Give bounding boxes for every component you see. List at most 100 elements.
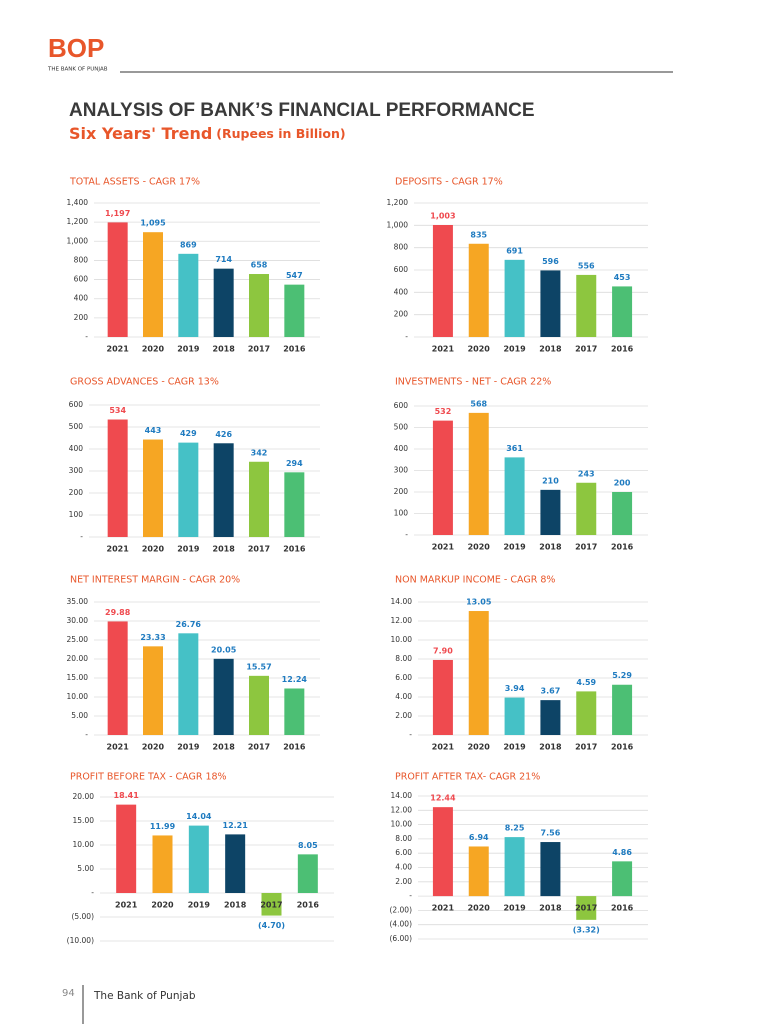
x-tick-label: 2017 [575, 543, 597, 552]
value-label: 453 [614, 273, 631, 282]
value-label: 7.56 [541, 829, 561, 838]
bar [143, 439, 163, 537]
x-tick-label: 2021 [432, 904, 455, 913]
x-tick-label: 2017 [575, 345, 597, 354]
y-tick-label: 10.00 [391, 820, 413, 829]
bar [213, 658, 234, 735]
bar [178, 253, 199, 337]
y-tick-label: 600 [74, 275, 89, 284]
chart-title: GROSS ADVANCES - CAGR 13% [70, 377, 219, 388]
value-label: 294 [286, 459, 303, 468]
value-label: 714 [215, 255, 232, 264]
value-label: 547 [286, 271, 303, 280]
bar [612, 861, 633, 897]
value-label: 596 [542, 257, 559, 266]
y-tick-label: 200 [69, 488, 84, 497]
bar [576, 896, 597, 920]
y-tick-label: 25.00 [67, 635, 89, 644]
x-tick-label: 2018 [224, 901, 247, 910]
y-tick-label: 1,200 [67, 217, 89, 226]
bar [284, 472, 305, 537]
y-tick-label: (2.00) [389, 905, 412, 914]
value-label: 4.86 [612, 848, 632, 857]
y-tick-label: - [80, 532, 83, 541]
bar [213, 268, 234, 337]
logo: BOP [48, 33, 104, 63]
y-tick-label: 1,000 [387, 220, 409, 229]
value-label: 23.33 [140, 633, 165, 642]
bar [249, 274, 269, 337]
value-label: 361 [506, 444, 523, 453]
x-tick-label: 2017 [248, 545, 270, 554]
value-label: 243 [578, 469, 595, 478]
x-tick-label: 2016 [611, 904, 634, 913]
bar [504, 259, 525, 337]
x-tick-label: 2020 [468, 345, 491, 354]
x-tick-label: 2018 [539, 904, 562, 913]
y-tick-label: 6.00 [395, 673, 412, 682]
value-label: 568 [470, 399, 487, 408]
x-tick-label: 2019 [177, 545, 200, 554]
bar [178, 442, 199, 537]
y-tick-label: 4.00 [395, 863, 412, 872]
chart-title: PROFIT AFTER TAX- CAGR 21% [395, 772, 540, 783]
bar [213, 443, 234, 537]
bar [107, 621, 128, 735]
page-title: ANALYSIS OF BANK’S FINANCIAL PERFORMANCE [69, 100, 535, 121]
y-tick-label: 8.00 [395, 654, 412, 663]
x-tick-label: 2020 [151, 901, 174, 910]
footer-text: The Bank of Punjab [93, 990, 196, 1002]
y-tick-label: 200 [394, 310, 409, 319]
logo-caption: THE BANK OF PUNJAB [47, 67, 108, 73]
chart-title: PROFIT BEFORE TAX - CAGR 18% [70, 772, 227, 783]
bar [468, 846, 489, 897]
y-tick-label: 800 [394, 243, 409, 252]
x-tick-label: 2016 [297, 901, 320, 910]
value-label: 8.05 [298, 841, 318, 850]
x-tick-label: 2020 [142, 545, 165, 554]
y-tick-label: 20.00 [67, 654, 89, 663]
y-tick-label: 5.00 [77, 864, 94, 873]
value-label: 869 [180, 240, 197, 249]
x-tick-label: 2020 [142, 345, 165, 354]
bar [188, 825, 209, 893]
y-tick-label: 400 [74, 294, 89, 303]
y-tick-label: (5.00) [71, 912, 94, 921]
value-label: 534 [109, 406, 126, 415]
y-tick-label: (4.00) [389, 920, 412, 929]
y-tick-label: 1,200 [387, 198, 409, 207]
value-label: 210 [542, 476, 559, 485]
x-tick-label: 2018 [539, 345, 562, 354]
x-tick-label: 2017 [575, 743, 597, 752]
value-label: 556 [578, 261, 595, 270]
value-label: 6.94 [469, 833, 489, 842]
y-tick-label: - [85, 332, 88, 341]
value-label: 3.67 [541, 687, 561, 696]
bar [540, 700, 561, 735]
value-label: 13.05 [466, 598, 492, 607]
x-tick-label: 2020 [468, 904, 491, 913]
chart-title: NET INTEREST MARGIN - CAGR 20% [70, 575, 240, 586]
value-label: 14.04 [186, 812, 212, 821]
bar [249, 675, 269, 735]
y-tick-label: 12.00 [391, 616, 413, 625]
y-tick-label: 10.00 [73, 840, 95, 849]
y-tick-label: 200 [74, 313, 89, 322]
y-tick-label: - [85, 730, 88, 739]
bar [540, 842, 561, 897]
x-tick-label: 2016 [283, 743, 306, 752]
x-tick-label: 2019 [188, 901, 211, 910]
x-tick-label: 2018 [539, 743, 562, 752]
value-label: 12.24 [282, 675, 308, 684]
y-tick-label: 400 [394, 444, 409, 453]
value-label: 11.99 [150, 822, 176, 831]
value-label: (3.32) [573, 925, 600, 934]
x-tick-label: 2016 [283, 345, 306, 354]
y-tick-label: 600 [69, 400, 84, 409]
bar [504, 457, 525, 535]
x-tick-label: 2018 [213, 345, 236, 354]
bar [612, 684, 633, 735]
x-tick-label: 2021 [432, 345, 455, 354]
subtitle-note: (Rupees in Billion) [216, 126, 345, 141]
bar [468, 412, 489, 535]
